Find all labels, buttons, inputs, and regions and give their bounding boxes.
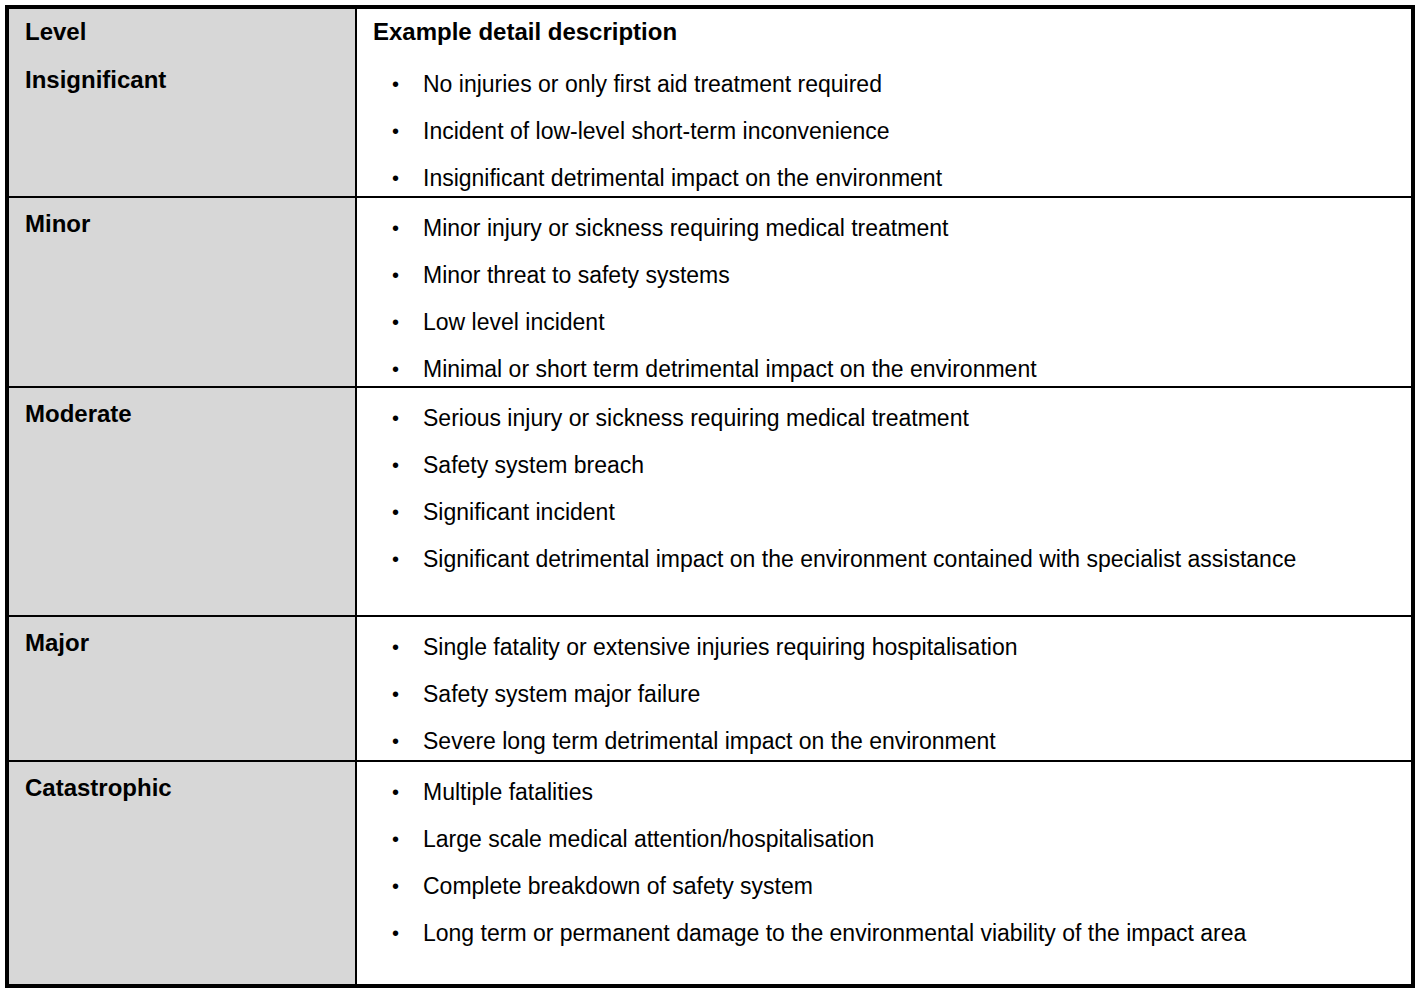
table-row: Major • Single fatality or extensive inj… [9, 615, 1411, 760]
bullet-text: Severe long term detrimental impact on t… [423, 722, 1391, 760]
list-item: • Minimal or short term detrimental impa… [373, 350, 1391, 388]
bullet-text: Safety system major failure [423, 675, 1391, 713]
list-item: • Single fatality or extensive injuries … [373, 628, 1391, 666]
header-cell-description: Example detail description [357, 9, 1411, 54]
bullet-text: Serious injury or sickness requiring med… [423, 399, 1391, 437]
bullet-icon: • [373, 675, 423, 713]
bullet-list: • Minor injury or sickness requiring med… [373, 209, 1391, 397]
table-row: Insignificant • No injuries or only firs… [9, 54, 1411, 196]
bullet-icon: • [373, 773, 423, 811]
description-cell: • Multiple fatalities • Large scale medi… [357, 762, 1411, 984]
table-row: Catastrophic • Multiple fatalities • Lar… [9, 760, 1411, 984]
risk-consequence-table: Level Example detail description Insigni… [5, 5, 1415, 988]
level-column-header: Level [25, 18, 86, 46]
bullet-text: Complete breakdown of safety system [423, 867, 1391, 905]
level-label: Minor [25, 210, 90, 237]
list-item: • Safety system major failure [373, 675, 1391, 713]
list-item: • Incident of low-level short-term incon… [373, 112, 1391, 150]
bullet-text: Multiple fatalities [423, 773, 1391, 811]
bullet-text: Single fatality or extensive injuries re… [423, 628, 1391, 666]
bullet-icon: • [373, 493, 423, 531]
bullet-icon: • [373, 722, 423, 760]
bullet-list: • Multiple fatalities • Large scale medi… [373, 773, 1391, 961]
bullet-icon: • [373, 399, 423, 437]
level-label: Insignificant [25, 66, 166, 93]
description-cell: • Single fatality or extensive injuries … [357, 617, 1411, 760]
bullet-icon: • [373, 209, 423, 247]
description-cell: • No injuries or only first aid treatmen… [357, 54, 1411, 196]
list-item: • No injuries or only first aid treatmen… [373, 65, 1391, 103]
bullet-text: Low level incident [423, 303, 1391, 341]
level-cell: Moderate [9, 388, 357, 615]
list-item: • Minor injury or sickness requiring med… [373, 209, 1391, 247]
list-item: • Significant detrimental impact on the … [373, 540, 1391, 578]
bullet-text: Insignificant detrimental impact on the … [423, 159, 1391, 197]
bullet-list: • No injuries or only first aid treatmen… [373, 65, 1391, 206]
bullet-list: • Serious injury or sickness requiring m… [373, 399, 1391, 587]
bullet-icon: • [373, 256, 423, 294]
bullet-text: Minimal or short term detrimental impact… [423, 350, 1391, 388]
bullet-text: Large scale medical attention/hospitalis… [423, 820, 1391, 858]
level-label: Major [25, 629, 89, 656]
bullet-icon: • [373, 820, 423, 858]
bullet-icon: • [373, 112, 423, 150]
list-item: • Severe long term detrimental impact on… [373, 722, 1391, 760]
description-cell: • Serious injury or sickness requiring m… [357, 388, 1411, 615]
list-item: • Minor threat to safety systems [373, 256, 1391, 294]
level-cell: Minor [9, 198, 357, 386]
bullet-text: Incident of low-level short-term inconve… [423, 112, 1391, 150]
bullet-text: Minor threat to safety systems [423, 256, 1391, 294]
list-item: • Multiple fatalities [373, 773, 1391, 811]
table-row: Moderate • Serious injury or sickness re… [9, 386, 1411, 615]
list-item: • Insignificant detrimental impact on th… [373, 159, 1391, 197]
level-cell: Major [9, 617, 357, 760]
list-item: • Low level incident [373, 303, 1391, 341]
bullet-text: Significant incident [423, 493, 1391, 531]
level-cell: Catastrophic [9, 762, 357, 984]
bullet-icon: • [373, 628, 423, 666]
bullet-text: Long term or permanent damage to the env… [423, 914, 1391, 952]
table-row: Minor • Minor injury or sickness requiri… [9, 196, 1411, 386]
bullet-icon: • [373, 350, 423, 388]
list-item: • Safety system breach [373, 446, 1391, 484]
level-label: Moderate [25, 400, 132, 427]
bullet-text: Significant detrimental impact on the en… [423, 540, 1391, 578]
list-item: • Large scale medical attention/hospital… [373, 820, 1391, 858]
list-item: • Significant incident [373, 493, 1391, 531]
table-header-row: Level Example detail description [9, 9, 1411, 54]
bullet-text: No injuries or only first aid treatment … [423, 65, 1391, 103]
bullet-icon: • [373, 867, 423, 905]
bullet-icon: • [373, 914, 423, 952]
bullet-icon: • [373, 159, 423, 197]
list-item: • Long term or permanent damage to the e… [373, 914, 1391, 952]
description-column-header: Example detail description [373, 18, 677, 46]
bullet-icon: • [373, 446, 423, 484]
page: Level Example detail description Insigni… [0, 0, 1420, 992]
level-cell: Insignificant [9, 54, 357, 196]
bullet-text: Minor injury or sickness requiring medic… [423, 209, 1391, 247]
list-item: • Complete breakdown of safety system [373, 867, 1391, 905]
bullet-icon: • [373, 540, 423, 578]
bullet-text: Safety system breach [423, 446, 1391, 484]
description-cell: • Minor injury or sickness requiring med… [357, 198, 1411, 386]
bullet-icon: • [373, 303, 423, 341]
header-cell-level: Level [9, 9, 357, 54]
bullet-icon: • [373, 65, 423, 103]
list-item: • Serious injury or sickness requiring m… [373, 399, 1391, 437]
bullet-list: • Single fatality or extensive injuries … [373, 628, 1391, 769]
level-label: Catastrophic [25, 774, 172, 801]
